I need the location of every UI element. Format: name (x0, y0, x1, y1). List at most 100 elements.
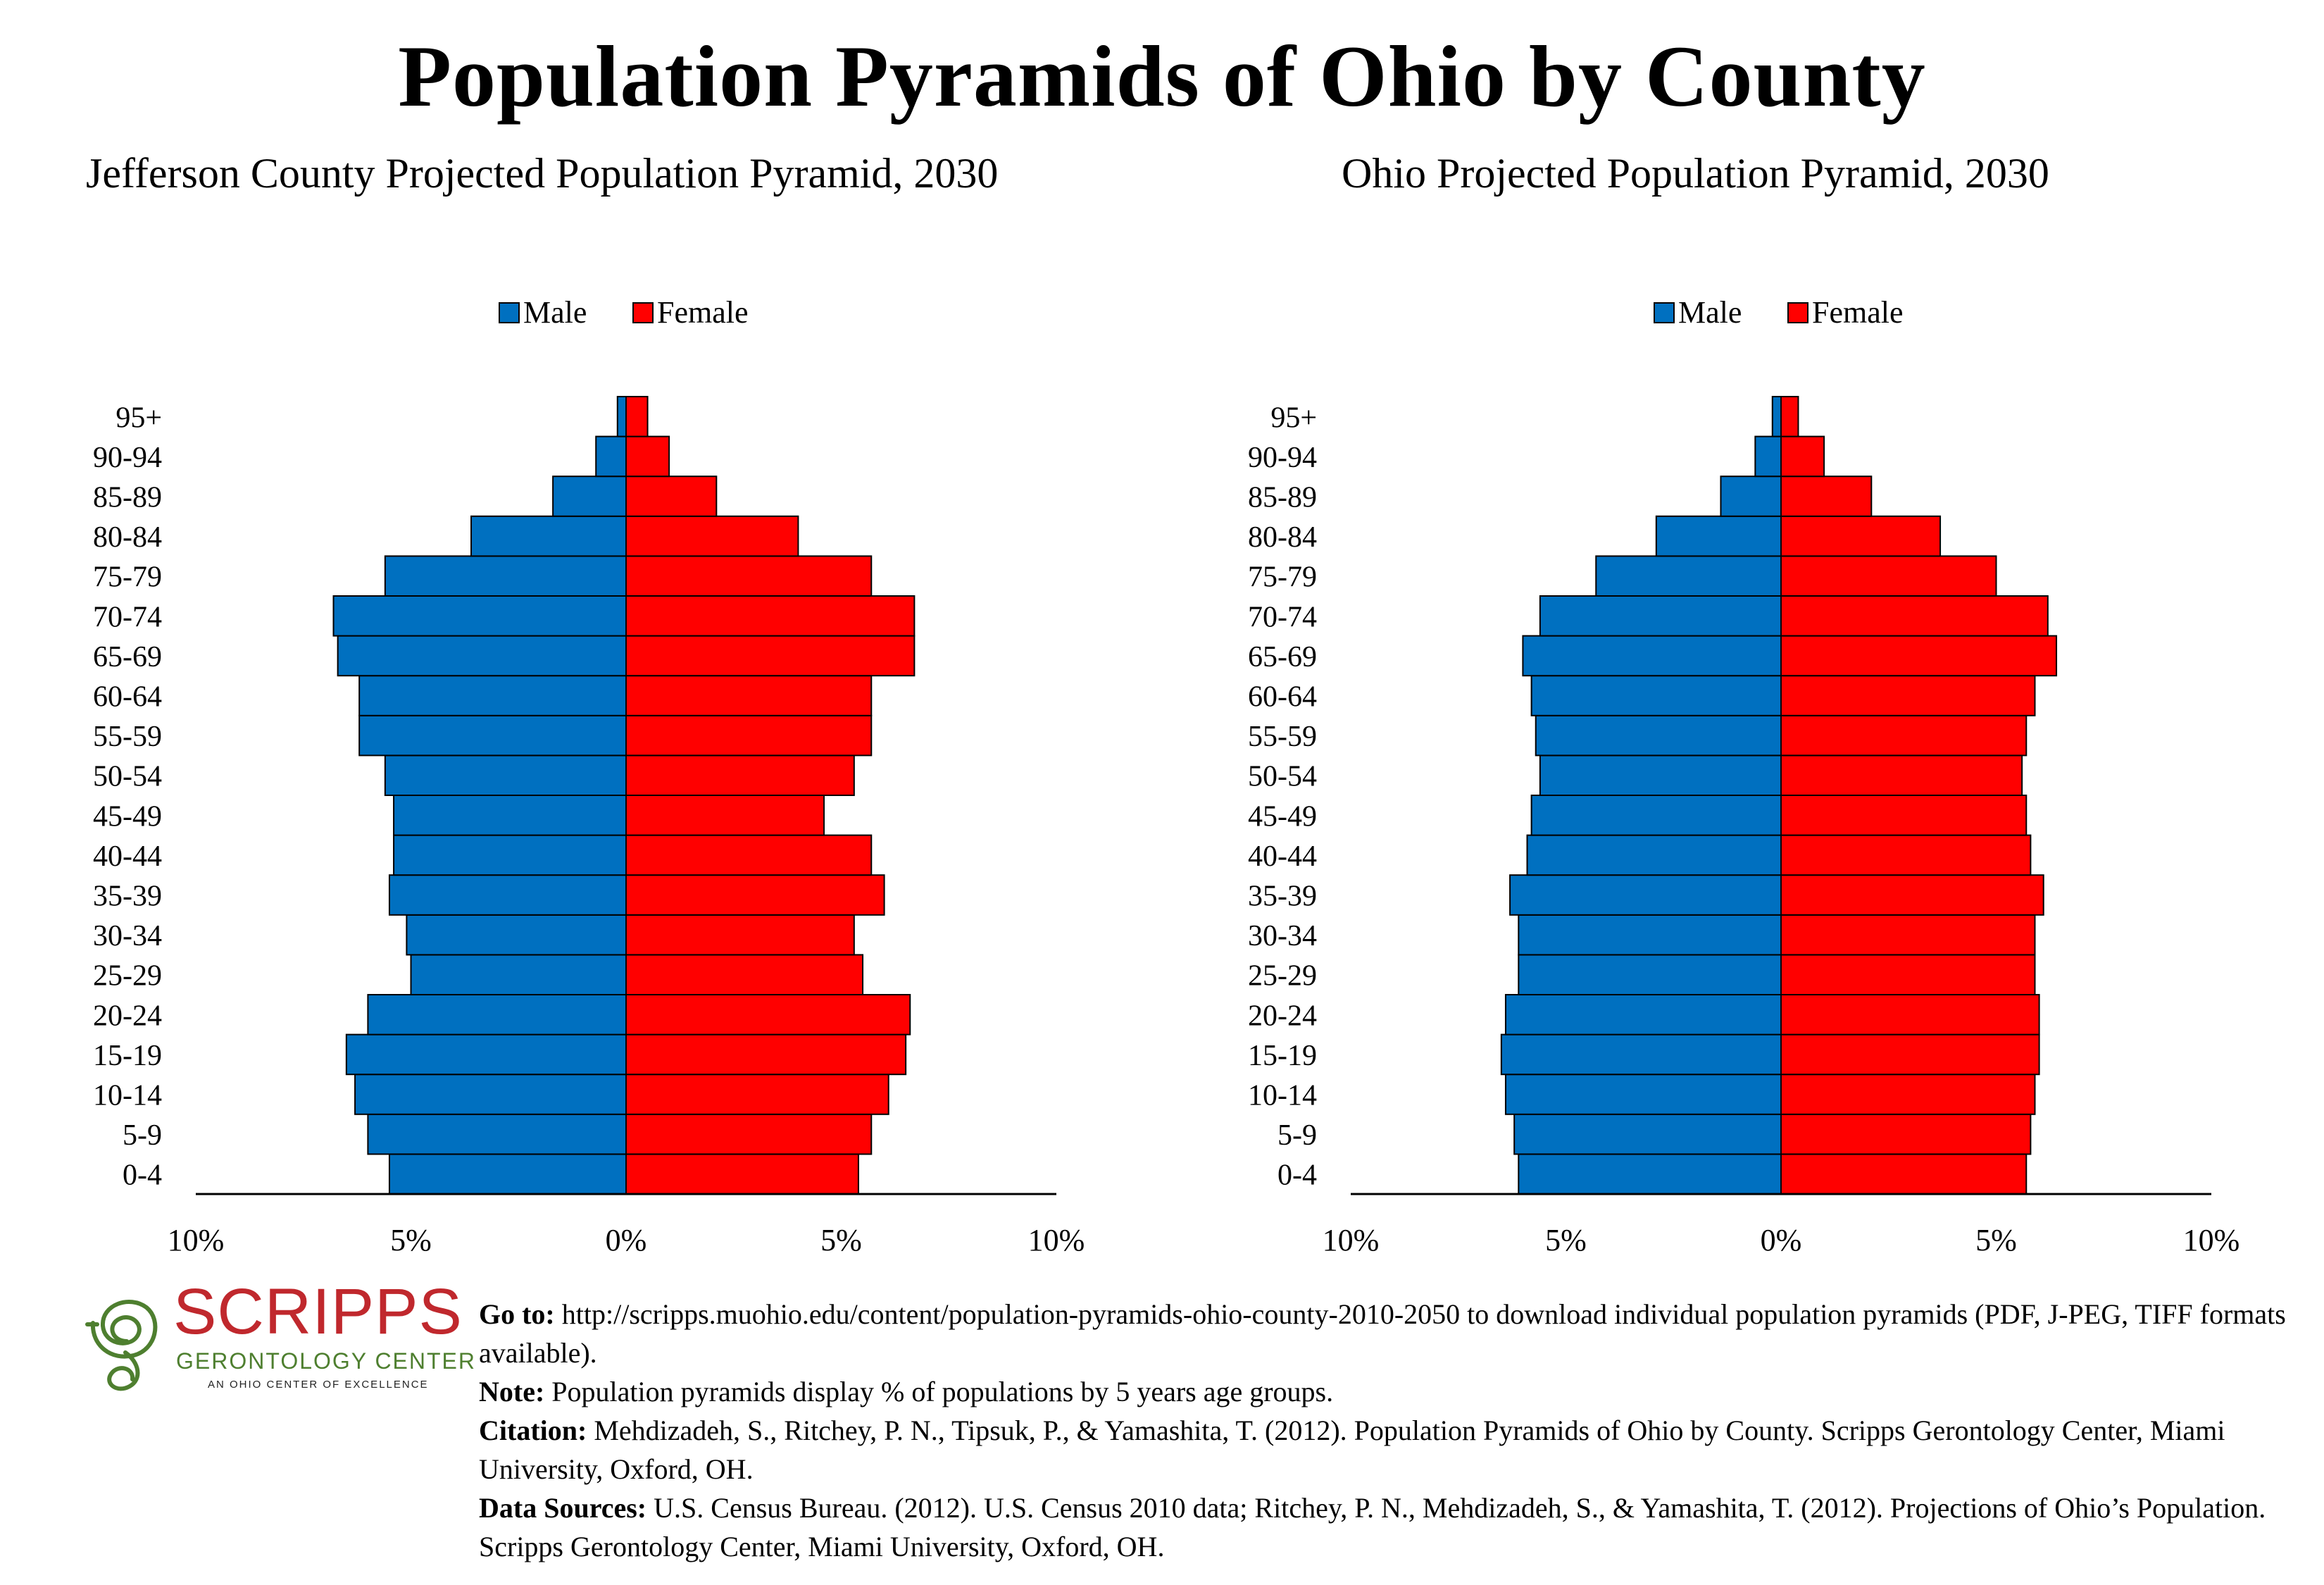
age-label-75-79: 75-79 (93, 561, 162, 594)
age-label-20-24: 20-24 (93, 1000, 162, 1032)
bar-male-60-64 (358, 675, 627, 716)
jefferson-chart-title: Jefferson County Projected Population Py… (86, 150, 999, 197)
bar-male-35-39 (388, 874, 627, 916)
bar-female-50-54 (625, 754, 855, 797)
bar-female-55-59 (625, 714, 873, 757)
legend-swatch-male (499, 302, 520, 323)
bar-female-30-34 (625, 914, 855, 956)
page-title: Population Pyramids of Ohio by County (398, 28, 1926, 125)
bar-male-25-29 (410, 954, 627, 996)
note-note: Note: Population pyramids display % of p… (479, 1372, 2310, 1411)
bar-male-80-84 (470, 515, 627, 557)
legend-label-male: Male (523, 295, 587, 330)
bar-male-45-49 (1530, 795, 1782, 836)
age-label-40-44: 40-44 (1248, 840, 1317, 873)
bar-male-45-49 (393, 795, 627, 836)
bar-female-0-4 (1780, 1153, 2028, 1195)
bar-female-15-19 (1780, 1033, 2040, 1076)
bar-female-30-34 (1780, 914, 2036, 956)
x-tick-label: 5% (390, 1223, 432, 1257)
bar-female-5-9 (1780, 1113, 2032, 1155)
bar-female-40-44 (1780, 834, 2032, 876)
age-label-80-84: 80-84 (93, 521, 162, 554)
bar-male-40-44 (1526, 834, 1782, 876)
scripps-logo: SCRIPPS GERONTOLOGY CENTER AN OHIO CENTE… (83, 1276, 475, 1403)
age-label-5-9: 5-9 (1277, 1119, 1317, 1152)
bar-female-10-14 (625, 1074, 889, 1115)
scripps-swirl-icon (85, 1300, 158, 1391)
bar-female-25-29 (1780, 954, 2036, 996)
bar-male-70-74 (1539, 595, 1782, 637)
bar-male-5-9 (1513, 1113, 1782, 1155)
bar-female-50-54 (1780, 754, 2023, 797)
footnotes: Go to: http://scripps.muohio.edu/content… (479, 1295, 2310, 1566)
bar-male-85-89 (1720, 476, 1782, 517)
bar-male-30-34 (406, 914, 627, 956)
bar-female-95+ (1780, 396, 1799, 437)
bar-female-70-74 (1780, 595, 2049, 637)
age-label-35-39: 35-39 (1248, 881, 1317, 913)
bar-male-50-54 (1539, 754, 1782, 797)
x-tick-label: 10% (168, 1223, 225, 1257)
bar-male-70-74 (332, 595, 627, 637)
bar-female-35-39 (625, 874, 885, 916)
x-tick-label: 5% (1545, 1223, 1587, 1257)
legend-label-female: Female (657, 295, 749, 330)
age-label-30-34: 30-34 (93, 920, 162, 952)
age-label-45-49: 45-49 (1248, 800, 1317, 833)
note-note-label: Note: (479, 1376, 545, 1407)
bar-male-65-69 (1522, 635, 1782, 677)
legend: Male Female (499, 295, 749, 330)
bar-male-90-94 (1754, 435, 1782, 478)
bar-female-45-49 (625, 795, 825, 836)
age-label-80-84: 80-84 (1248, 521, 1317, 554)
bar-male-10-14 (1504, 1074, 1782, 1115)
age-label-60-64: 60-64 (1248, 681, 1317, 714)
note-sources-label: Data Sources: (479, 1492, 647, 1524)
bar-male-15-19 (345, 1033, 627, 1076)
bar-male-95+ (616, 396, 627, 437)
age-label-90-94: 90-94 (1248, 442, 1317, 474)
bar-female-70-74 (625, 595, 916, 637)
bar-female-0-4 (625, 1153, 859, 1195)
age-label-25-29: 25-29 (93, 960, 162, 993)
bar-female-80-84 (625, 515, 799, 557)
bar-male-35-39 (1509, 874, 1782, 916)
bar-female-60-64 (625, 675, 873, 716)
age-label-90-94: 90-94 (93, 442, 162, 474)
ohio-chart-title: Ohio Projected Population Pyramid, 2030 (1342, 150, 2049, 197)
age-label-65-69: 65-69 (1248, 641, 1317, 673)
jefferson-pyramid-svg: Male Female 0-4 5-9 10-14 15-19 20-24 25-29 30-3… (93, 295, 1085, 1257)
bar-female-5-9 (625, 1113, 873, 1155)
note-sources-text: U.S. Census Bureau. (2012). U.S. Census … (479, 1492, 2266, 1562)
x-tick-label: 5% (820, 1223, 862, 1257)
logo-subtitle: GERONTOLOGY CENTER (176, 1348, 476, 1374)
bar-female-55-59 (1780, 714, 2028, 757)
x-tick-label: 5% (1975, 1223, 2017, 1257)
age-label-75-79: 75-79 (1248, 561, 1317, 594)
ohio-pyramid-chart: Male Female 0-4 5-9 10-14 15-19 20-24 25-29 30-3… (1155, 268, 2310, 1268)
bar-female-60-64 (1780, 675, 2036, 716)
note-citation-text: Mehdizadeh, S., Ritchey, P. N., Tipsuk, … (479, 1415, 2225, 1485)
bar-female-40-44 (625, 834, 873, 876)
legend-swatch-female (632, 302, 654, 323)
bar-male-20-24 (367, 994, 627, 1036)
jefferson-pyramid-chart: Male Female 0-4 5-9 10-14 15-19 20-24 25-29 30-3… (0, 268, 1155, 1268)
bar-female-45-49 (1780, 795, 2028, 836)
note-note-text: Population pyramids display % of populat… (544, 1376, 1334, 1407)
age-label-15-19: 15-19 (93, 1040, 162, 1072)
note-goto: Go to: http://scripps.muohio.edu/content… (479, 1295, 2310, 1372)
bar-female-10-14 (1780, 1074, 2036, 1115)
legend-label-male: Male (1678, 295, 1742, 330)
bar-male-55-59 (358, 714, 627, 757)
bar-female-25-29 (625, 954, 864, 996)
age-label-20-24: 20-24 (1248, 1000, 1317, 1032)
legend-swatch-male (1654, 302, 1675, 323)
age-label-30-34: 30-34 (1248, 920, 1317, 952)
age-label-5-9: 5-9 (123, 1119, 162, 1152)
age-label-35-39: 35-39 (93, 881, 162, 913)
age-label-50-54: 50-54 (93, 761, 162, 793)
age-label-10-14: 10-14 (93, 1080, 162, 1112)
bar-female-15-19 (625, 1033, 907, 1076)
x-tick-label: 10% (1028, 1223, 1085, 1257)
